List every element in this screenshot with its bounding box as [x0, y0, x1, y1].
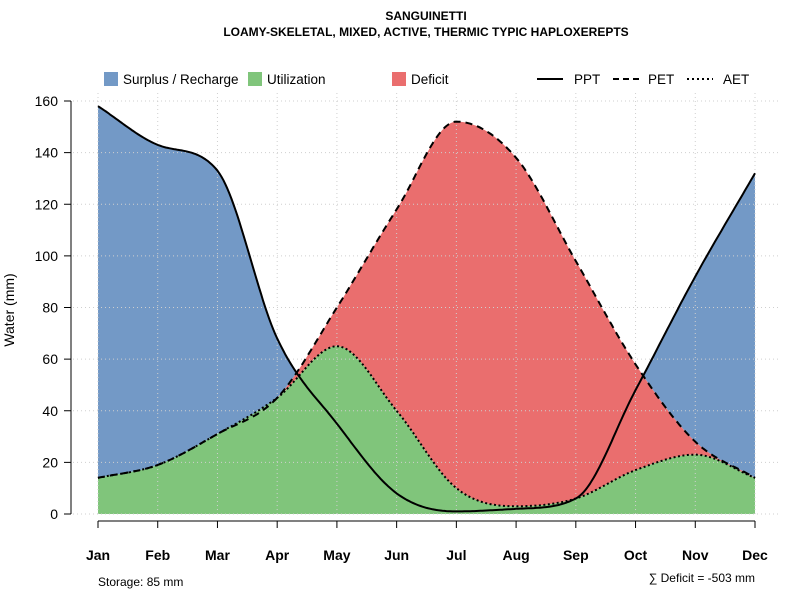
x-tick-label-apr: Apr: [265, 547, 290, 563]
y-tick-label-140: 140: [35, 145, 59, 161]
x-tick-label-jun: Jun: [384, 547, 409, 563]
y-tick-label-120: 120: [35, 196, 59, 212]
x-tick-label-jan: Jan: [86, 547, 110, 563]
x-tick-label-feb: Feb: [145, 547, 170, 563]
x-tick-label-nov: Nov: [682, 547, 709, 563]
y-tick-label-60: 60: [42, 351, 58, 367]
legend-label-surplus: Surplus / Recharge: [123, 72, 239, 87]
chart-title: SANGUINETTI: [385, 9, 466, 23]
legend-label-aet: AET: [723, 72, 749, 87]
y-tick-label-100: 100: [35, 248, 59, 264]
storage-note: Storage: 85 mm: [98, 575, 183, 589]
deficit-note: ∑ Deficit = -503 mm: [649, 571, 755, 585]
legend-label-pet: PET: [648, 72, 674, 87]
x-tick-label-jul: Jul: [446, 547, 466, 563]
deficit-area: [98, 121, 755, 507]
legend-label-utilization: Utilization: [267, 72, 326, 87]
x-tick-label-mar: Mar: [205, 547, 230, 563]
y-tick-label-40: 40: [42, 403, 58, 419]
x-tick-label-aug: Aug: [502, 547, 529, 563]
legend: Surplus / Recharge Utilization Deficit P…: [104, 72, 749, 87]
y-axis-title: Water (mm): [1, 273, 17, 346]
legend-label-deficit: Deficit: [411, 72, 449, 87]
legend-swatch-utilization: [248, 72, 262, 86]
y-tick-label-80: 80: [42, 300, 58, 316]
x-tick-label-dec: Dec: [742, 547, 768, 563]
legend-swatch-surplus: [104, 72, 118, 86]
surplus-area: [98, 106, 755, 478]
utilization-area: [98, 346, 755, 514]
series-line-pet: [97, 120, 756, 479]
y-tick-label-20: 20: [42, 454, 58, 470]
y-tick-label-160: 160: [35, 93, 59, 109]
legend-swatch-deficit: [392, 72, 406, 86]
x-tick-label-sep: Sep: [563, 547, 589, 563]
legend-label-ppt: PPT: [574, 72, 600, 87]
chart-subtitle: LOAMY-SKELETAL, MIXED, ACTIVE, THERMIC T…: [223, 25, 628, 39]
y-tick-label-0: 0: [50, 506, 58, 522]
x-tick-label-oct: Oct: [624, 547, 648, 563]
series-line-ppt: [97, 105, 756, 513]
series-line-aet: [97, 345, 756, 508]
x-tick-label-may: May: [323, 547, 350, 563]
